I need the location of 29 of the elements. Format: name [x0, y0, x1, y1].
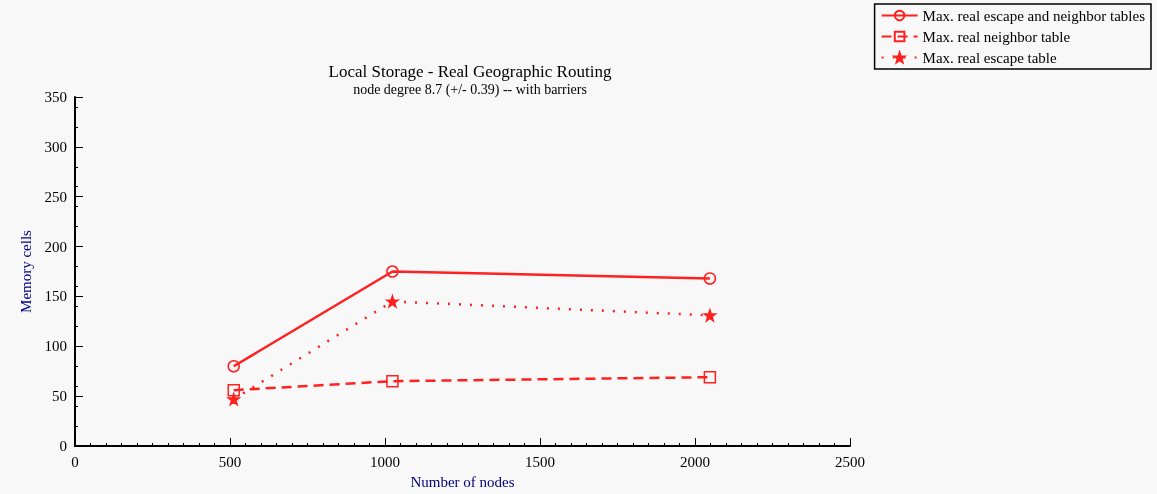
x-tick-label: 1000 — [370, 453, 400, 470]
x-tick-label: 2500 — [835, 453, 865, 470]
legend-label: Max. real escape table — [922, 49, 1058, 66]
x-tick-label: 0 — [71, 453, 79, 470]
chart-subtitle: node degree 8.7 (+/- 0.39) -- with barriers — [353, 81, 587, 98]
y-tick-label: 100 — [44, 338, 67, 355]
chart-title: Local Storage - Real Geographic Routing — [328, 62, 612, 81]
point — [227, 359, 240, 373]
y-tick-label: 200 — [44, 238, 67, 255]
x-tick-label: 1500 — [525, 453, 555, 470]
point — [703, 370, 717, 384]
legend-label: Max. real escape and neighbor tables — [922, 7, 1146, 24]
point — [703, 272, 717, 285]
y-tick-label: 300 — [44, 138, 67, 155]
point — [227, 383, 240, 397]
point — [227, 392, 240, 406]
x-tick-label: 2000 — [680, 453, 710, 470]
y-axis-title: Memory cells — [17, 229, 34, 313]
legend-label: Max. real neighbor table — [922, 28, 1071, 45]
y-tick-label: 250 — [44, 188, 67, 205]
point — [703, 309, 717, 322]
point — [386, 265, 399, 278]
y-tick-label: 50 — [52, 388, 67, 405]
y-tick-label: 350 — [44, 89, 67, 105]
y-tick-label: 150 — [44, 288, 67, 305]
x-axis-title: Number of nodes — [410, 473, 515, 490]
y-tick-label: 0 — [59, 438, 67, 454]
point — [386, 374, 399, 388]
x-tick-label: 500 — [218, 453, 242, 470]
